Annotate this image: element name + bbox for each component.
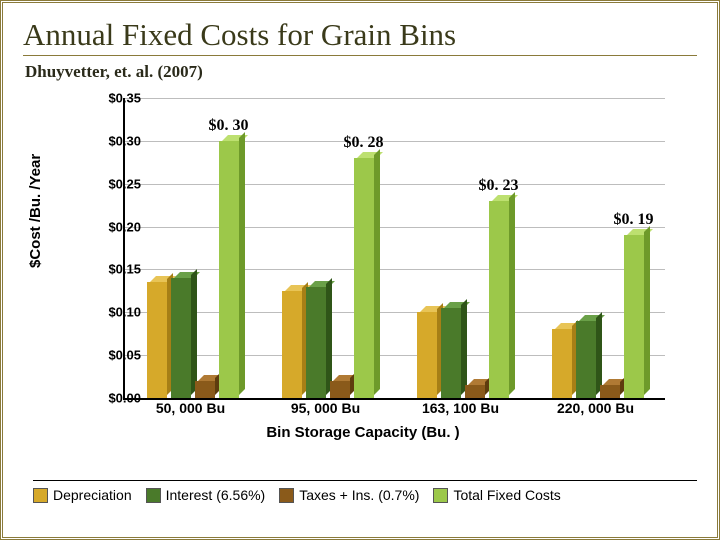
- gridline: [125, 269, 665, 270]
- y-tick-label: $0.25: [91, 176, 141, 191]
- y-tick-label: $0.05: [91, 348, 141, 363]
- value-label: $0. 23: [479, 177, 519, 195]
- subtitle: Dhuyvetter, et. al. (2007): [25, 62, 697, 82]
- x-tick-label: 163, 100 Bu: [401, 400, 521, 416]
- value-label: $0. 30: [209, 117, 249, 135]
- chart-area: $Cost /Bu. /Year Bin Storage Capacity (B…: [33, 88, 693, 478]
- x-tick-label: 220, 000 Bu: [536, 400, 656, 416]
- gridline: [125, 312, 665, 313]
- legend-item: Depreciation: [33, 487, 132, 503]
- legend-label: Interest (6.56%): [166, 487, 266, 503]
- legend-swatch: [433, 488, 448, 503]
- legend-item: Taxes + Ins. (0.7%): [279, 487, 419, 503]
- y-tick-label: $0.20: [91, 219, 141, 234]
- bar-depreciation: [147, 282, 167, 398]
- x-tick-label: 50, 000 Bu: [131, 400, 251, 416]
- legend: Depreciation Interest (6.56%) Taxes + Ins.…: [33, 480, 697, 503]
- legend-label: Total Fixed Costs: [453, 487, 560, 503]
- bar-interest-: [441, 308, 461, 398]
- legend-swatch: [33, 488, 48, 503]
- x-axis-label: Bin Storage Capacity (Bu. ): [33, 424, 693, 441]
- bar-total-fixed-costs: [354, 158, 374, 398]
- bar-interest-: [576, 321, 596, 398]
- y-tick-label: $0.30: [91, 133, 141, 148]
- bar-interest-: [306, 287, 326, 398]
- legend-swatch: [146, 488, 161, 503]
- value-label: $0. 28: [344, 134, 384, 152]
- legend-swatch: [279, 488, 294, 503]
- bar-total-fixed-costs: [489, 201, 509, 398]
- page-title: Annual Fixed Costs for Grain Bins: [23, 17, 697, 53]
- y-tick-label: $0.15: [91, 262, 141, 277]
- y-axis-label: $Cost /Bu. /Year: [27, 154, 44, 268]
- legend-item: Interest (6.56%): [146, 487, 266, 503]
- bar-taxes-ins-: [600, 385, 620, 398]
- bar-taxes-ins-: [330, 381, 350, 398]
- title-rule: [23, 55, 697, 56]
- gridline: [125, 184, 665, 185]
- bar-taxes-ins-: [195, 381, 215, 398]
- bar-depreciation: [282, 291, 302, 398]
- y-tick-label: $0.10: [91, 305, 141, 320]
- gridline: [125, 98, 665, 99]
- legend-item: Total Fixed Costs: [433, 487, 560, 503]
- bar-total-fixed-costs: [624, 235, 644, 398]
- y-tick-label: $0.35: [91, 91, 141, 106]
- gridline: [125, 141, 665, 142]
- value-label: $0. 19: [614, 211, 654, 229]
- plot-region: [123, 98, 665, 400]
- bar-depreciation: [552, 329, 572, 398]
- gridline: [125, 227, 665, 228]
- bar-depreciation: [417, 312, 437, 398]
- legend-label: Taxes + Ins. (0.7%): [299, 487, 419, 503]
- bar-total-fixed-costs: [219, 141, 239, 398]
- bar-taxes-ins-: [465, 385, 485, 398]
- bar-interest-: [171, 278, 191, 398]
- legend-label: Depreciation: [53, 487, 132, 503]
- slide-frame: Annual Fixed Costs for Grain Bins Dhuyve…: [0, 0, 720, 540]
- x-tick-label: 95, 000 Bu: [266, 400, 386, 416]
